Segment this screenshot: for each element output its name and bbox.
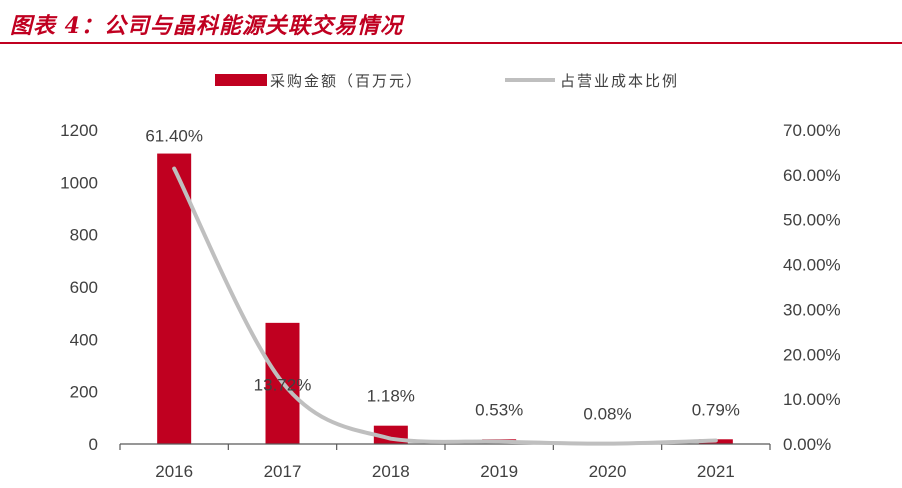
right-tick-label: 20.00% (783, 345, 841, 364)
data-label-2021: 0.79% (692, 400, 740, 419)
bar-2016 (157, 153, 192, 445)
left-tick-label: 800 (70, 226, 98, 245)
x-tick-label: 2020 (589, 462, 627, 481)
combo-chart: 采购金额（百万元） 占营业成本比例 0 200 400 600 800 1000 1200 0… (60, 72, 841, 481)
bar-series (157, 153, 733, 445)
legend-label-line: 占营业成本比例 (560, 72, 679, 90)
data-label-2020: 0.08% (583, 404, 631, 423)
legend-swatch-bar (215, 74, 267, 86)
data-label-2018: 1.18% (367, 387, 415, 406)
legend: 采购金额（百万元） 占营业成本比例 (215, 72, 679, 90)
right-y-axis: 0.00% 10.00% 20.00% 30.00% 40.00% 50.00% 60.00… (783, 121, 841, 454)
left-tick-label: 1000 (60, 173, 98, 192)
x-tick-label: 2018 (372, 462, 410, 481)
x-tick-label: 2019 (480, 462, 518, 481)
x-axis: 2016 2017 2018 2019 2020 2021 (119, 443, 771, 481)
figure-title: 图表 4：公司与晶科能源关联交易情况 (10, 13, 403, 39)
line-series (172, 166, 718, 446)
x-tick-label: 2021 (697, 462, 735, 481)
right-tick-label: 10.00% (783, 390, 841, 409)
left-tick-label: 0 (89, 435, 98, 454)
x-tick-label: 2016 (155, 462, 193, 481)
right-tick-label: 50.00% (783, 211, 841, 230)
line-占营业成本比例 (172, 166, 718, 446)
right-tick-label: 40.00% (783, 256, 841, 275)
right-tick-label: 30.00% (783, 300, 841, 319)
data-label-2016: 61.40% (145, 127, 203, 146)
left-tick-label: 200 (70, 383, 98, 402)
left-y-axis: 0 200 400 600 800 1000 1200 (60, 121, 98, 454)
data-label-2019: 0.53% (475, 400, 523, 419)
x-tick-label: 2017 (264, 462, 302, 481)
legend-label-bar: 采购金额（百万元） (270, 72, 423, 90)
left-tick-label: 400 (70, 330, 98, 349)
right-tick-label: 60.00% (783, 166, 841, 185)
title-divider (0, 42, 902, 44)
left-tick-label: 600 (70, 278, 98, 297)
data-labels: 61.40% 13.72% 1.18% 0.53% 0.08% 0.79% (145, 127, 740, 424)
header: 图表 4：公司与晶科能源关联交易情况 (0, 0, 902, 44)
right-tick-label: 0.00% (783, 435, 831, 454)
data-label-2017: 13.72% (254, 375, 312, 394)
left-tick-label: 1200 (60, 121, 98, 140)
right-tick-label: 70.00% (783, 121, 841, 140)
